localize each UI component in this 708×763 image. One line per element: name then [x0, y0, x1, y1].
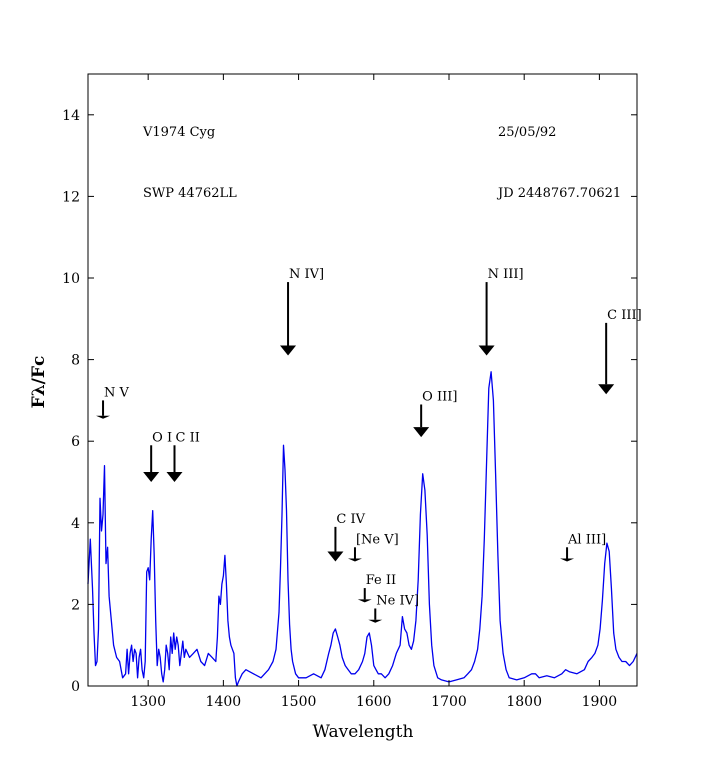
arrow-head [143, 472, 160, 482]
line-id-arrow: N V [96, 385, 130, 419]
series-layer [87, 371, 638, 687]
y-tick-label: 14 [62, 108, 80, 124]
arrow-head [96, 415, 111, 419]
arrow-head [280, 345, 297, 356]
arrow-head [347, 558, 362, 562]
line-id-arrow: N III] [478, 267, 524, 356]
line-id-label: C IV [336, 512, 365, 527]
line-id-label: N IV] [289, 267, 324, 282]
line-id-arrow: Fe II [357, 573, 396, 603]
line-id-label: Ne IV] [376, 593, 419, 608]
x-tick-label: 1900 [582, 694, 618, 710]
x-tick-label: 1800 [506, 694, 542, 710]
line-id-arrow: O I [143, 430, 172, 482]
x-axis-label: Wavelength [313, 722, 414, 742]
y-tick-label: 0 [71, 679, 80, 695]
x-tick-label: 1600 [356, 694, 392, 710]
line-id-arrow: Ne IV] [368, 593, 419, 623]
line-id-label: C III] [607, 308, 642, 323]
info-jd-label: JD 2448767.70621 [496, 186, 621, 201]
line-id-arrow: C IV [327, 512, 366, 562]
arrow-head [357, 599, 372, 603]
spectrum-series-line [87, 371, 638, 687]
line-id-arrow: C III] [598, 308, 642, 395]
line-id-label: N V [104, 385, 130, 400]
y-tick-label: 8 [71, 353, 80, 369]
line-id-label: N III] [488, 267, 524, 282]
x-tick-label: 1700 [431, 694, 467, 710]
y-tick-label: 10 [62, 271, 80, 287]
line-id-label: Al III] [567, 532, 606, 547]
plot-frame [87, 73, 638, 687]
y-tick-label: 12 [62, 189, 80, 205]
line-id-label: Fe II [366, 573, 396, 588]
info-spectrum-label: SWP 44762LL [143, 186, 237, 201]
x-tick-label: 1500 [281, 694, 317, 710]
line-id-arrow: [Ne V] [347, 532, 399, 562]
line-id-arrow: N IV] [280, 267, 324, 356]
x-tick-label: 1300 [130, 694, 166, 710]
line-id-arrow: C II [166, 430, 200, 482]
y-tick-label: 4 [71, 516, 80, 532]
info-object-label: V1974 Cyg [142, 125, 215, 140]
arrow-head [368, 619, 383, 623]
arrow-head [598, 384, 615, 395]
line-id-arrow: Al III] [560, 532, 606, 562]
arrow-head [478, 345, 495, 356]
arrow-head [327, 551, 344, 562]
arrow-head [560, 558, 575, 562]
line-id-arrow: O III] [413, 389, 457, 438]
y-axis-label: Fλ/Fc [29, 356, 49, 409]
y-tick-label: 6 [71, 434, 80, 450]
arrow-head [166, 472, 183, 482]
info-date-label: 25/05/92 [498, 125, 556, 140]
arrow-head [413, 427, 430, 438]
ticks-layer: 1300 1400 1500 1600 1700 1800 1900 0 2 4 6 8 10 12 14 [62, 74, 637, 710]
y-tick-label: 2 [71, 597, 80, 613]
line-id-label: [Ne V] [356, 532, 399, 547]
x-tick-label: 1400 [206, 694, 242, 710]
line-id-label: C II [175, 430, 199, 445]
line-id-label: O III] [422, 389, 457, 404]
line-id-label: O I [152, 430, 172, 445]
